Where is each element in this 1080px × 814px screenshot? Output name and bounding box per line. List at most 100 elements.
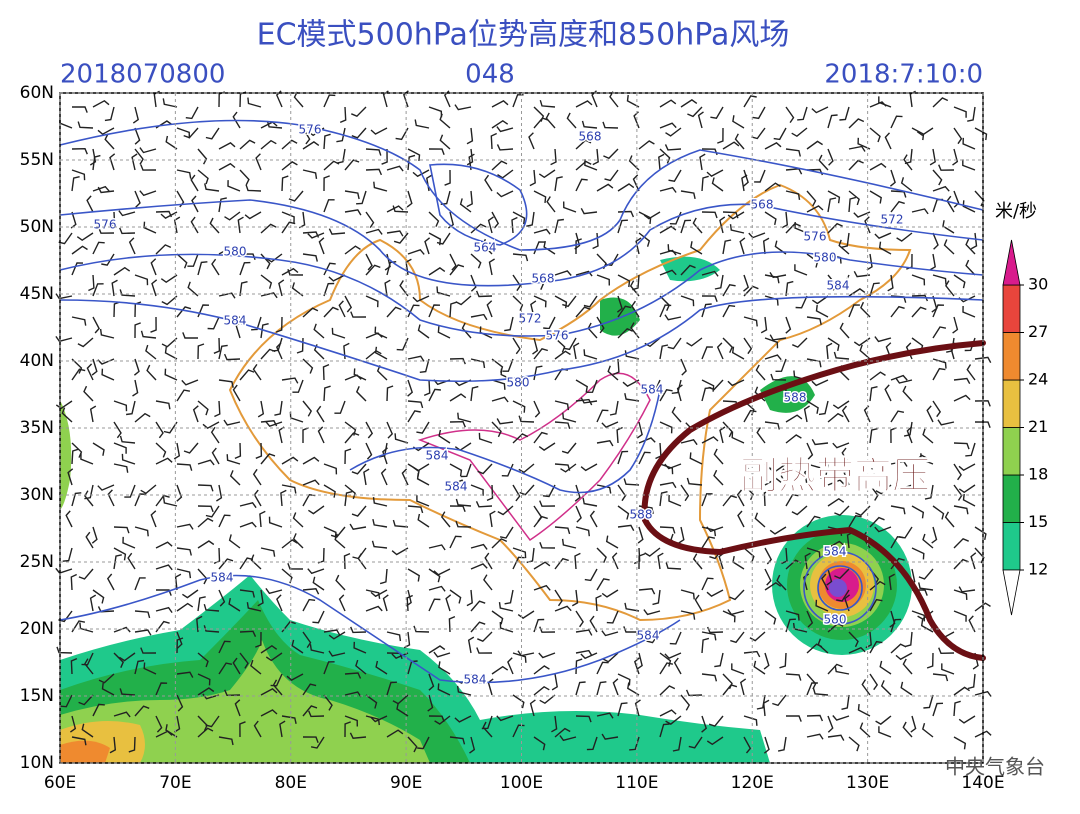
wind-barb bbox=[806, 515, 821, 528]
wind-barb bbox=[904, 631, 913, 648]
wind-barb bbox=[827, 114, 838, 129]
wind-barb bbox=[538, 169, 556, 179]
wind-barb bbox=[659, 148, 671, 164]
wind-barb bbox=[596, 183, 614, 192]
wind-barb bbox=[739, 237, 746, 255]
wind-barb bbox=[815, 304, 829, 318]
wind-barb bbox=[659, 122, 677, 129]
wind-barb bbox=[476, 647, 493, 654]
wind-barb bbox=[874, 232, 892, 240]
wind-barb bbox=[932, 304, 945, 318]
wind-barb bbox=[399, 280, 409, 297]
wind-barb bbox=[827, 540, 845, 549]
wind-barb bbox=[680, 439, 698, 446]
wind-barb bbox=[539, 99, 556, 108]
wind-barb bbox=[878, 241, 892, 255]
wind-barb bbox=[281, 161, 298, 171]
wind-barb bbox=[92, 589, 105, 604]
wind-barb bbox=[239, 281, 248, 297]
wind-barb bbox=[482, 721, 493, 738]
wind-barb bbox=[98, 673, 115, 684]
wind-barb bbox=[974, 730, 992, 738]
wind-barb bbox=[386, 631, 402, 642]
wind-barb bbox=[218, 197, 227, 213]
wind-barb bbox=[416, 421, 430, 434]
wind-barb bbox=[841, 447, 850, 465]
wind-barb bbox=[444, 169, 451, 186]
wind-barb bbox=[848, 646, 866, 654]
wind-barb bbox=[884, 132, 892, 150]
wind-barb bbox=[890, 460, 908, 467]
colorbar-label: 24 bbox=[1028, 370, 1048, 389]
wind-barb bbox=[218, 246, 236, 255]
wind-barb bbox=[749, 631, 766, 642]
wind-barb bbox=[512, 295, 524, 311]
wind-barb bbox=[386, 729, 404, 738]
wind-barb bbox=[407, 304, 420, 318]
wind-barb bbox=[869, 428, 878, 444]
wind-barb bbox=[794, 221, 808, 234]
wind-barb bbox=[371, 540, 388, 549]
wind-barb bbox=[197, 687, 215, 696]
wind-barb bbox=[659, 652, 672, 667]
wind-barb bbox=[373, 181, 388, 192]
wind-barb bbox=[185, 106, 199, 120]
wind-barb bbox=[729, 224, 745, 234]
wind-barb bbox=[454, 715, 472, 723]
wind-barb bbox=[953, 394, 971, 402]
wind-barb bbox=[239, 557, 254, 570]
wind-barb bbox=[181, 379, 199, 386]
wind-barb bbox=[278, 279, 285, 297]
wind-barb bbox=[344, 209, 362, 216]
wind-barb bbox=[155, 715, 163, 733]
colorbar-label: 27 bbox=[1028, 322, 1048, 341]
wind-barb bbox=[659, 685, 676, 696]
wind-barb bbox=[490, 132, 497, 150]
wind-barb bbox=[743, 169, 749, 187]
wind-barb bbox=[84, 658, 94, 675]
wind-barb bbox=[407, 379, 414, 397]
wind-barb bbox=[382, 90, 389, 108]
wind-barb bbox=[562, 412, 577, 423]
wind-barb bbox=[482, 238, 493, 255]
wind-barb bbox=[732, 115, 745, 129]
wind-barb bbox=[218, 558, 234, 570]
wind-barb bbox=[339, 106, 347, 124]
wind-barb bbox=[470, 543, 488, 550]
colorbar-label: 12 bbox=[1028, 560, 1048, 579]
wind-barb bbox=[121, 453, 136, 465]
wind-barb bbox=[328, 228, 346, 235]
wind-barb bbox=[265, 652, 283, 662]
wind-barb bbox=[962, 159, 976, 171]
wind-barb bbox=[491, 610, 504, 625]
wind-barb bbox=[706, 589, 724, 597]
wind-barb bbox=[900, 177, 913, 192]
wind-barb bbox=[197, 484, 214, 492]
wind-barb bbox=[575, 270, 593, 277]
wind-barb bbox=[91, 526, 98, 544]
wind-barb bbox=[155, 541, 173, 549]
wind-barb bbox=[903, 421, 913, 437]
wind-barb bbox=[449, 479, 467, 486]
wind-barb bbox=[205, 715, 220, 728]
wind-barb bbox=[478, 432, 493, 444]
wind-barb bbox=[916, 127, 934, 137]
wind-barb bbox=[140, 164, 157, 171]
wind-barb bbox=[539, 694, 556, 705]
wind-barb bbox=[113, 626, 131, 633]
wind-barb bbox=[317, 426, 325, 444]
wind-barb bbox=[953, 610, 967, 622]
wind-barb bbox=[307, 568, 325, 575]
wind-barb bbox=[803, 405, 810, 423]
contour-label: 584 bbox=[426, 449, 449, 463]
wind-barb bbox=[889, 169, 896, 187]
wind-barb bbox=[839, 106, 850, 121]
wind-barb bbox=[176, 523, 194, 530]
wind-barb bbox=[449, 253, 457, 271]
wind-barb bbox=[77, 337, 94, 348]
wind-barb bbox=[754, 512, 766, 528]
wind-barb bbox=[119, 289, 136, 297]
wind-barb bbox=[617, 327, 633, 339]
wind-barb bbox=[328, 650, 346, 657]
wind-barb bbox=[449, 505, 466, 513]
